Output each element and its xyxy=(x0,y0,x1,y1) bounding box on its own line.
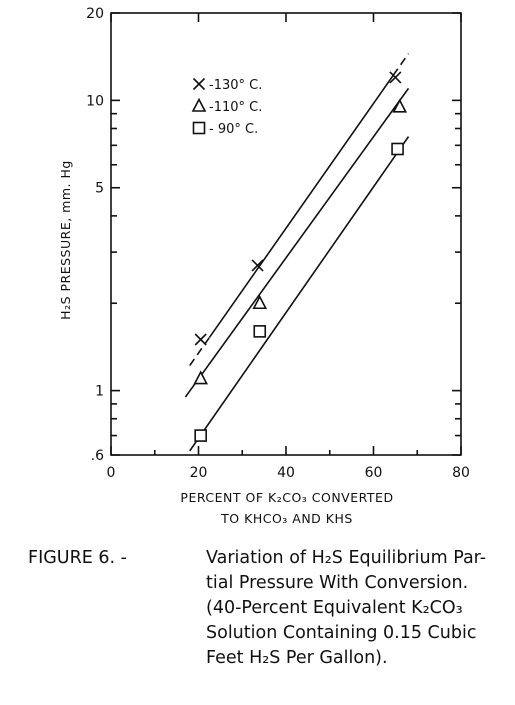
data-point-square xyxy=(391,142,404,156)
y-tick-label: 10 xyxy=(86,93,104,109)
x-marker-stroke xyxy=(194,333,207,346)
fit-line-dashed-start xyxy=(189,337,211,367)
data-point-triangle xyxy=(193,370,209,385)
x-tick-label: 60 xyxy=(365,465,383,481)
x-marker-stroke xyxy=(389,71,402,84)
figure-number: FIGURE 6. - xyxy=(28,548,127,568)
plot-border xyxy=(110,12,462,456)
chart: 0 20 40 60 80 .6 1 5 10 20 -130° C. -110° C. - 90° … xyxy=(58,6,470,526)
x-marker-stroke xyxy=(251,259,264,272)
x-tick-label: 0 xyxy=(107,465,116,481)
y-tick-label: 1 xyxy=(95,384,104,400)
fit-line-2 xyxy=(189,136,410,452)
legend-entry-label: -110° C. xyxy=(209,100,262,115)
legend: -130° C. -110° C. - 90° C. xyxy=(191,77,262,137)
fit-line-1 xyxy=(184,87,410,398)
x-tick-label: 80 xyxy=(452,465,470,481)
data-point-triangle xyxy=(392,98,408,113)
x-tick-label: 40 xyxy=(277,465,295,481)
legend-entry-label: - 90° C. xyxy=(209,122,258,137)
x-axis-label-line-1: PERCENT OF K₂CO₃ CONVERTED xyxy=(180,490,393,505)
data-point-x xyxy=(194,333,207,346)
legend-marker-square xyxy=(192,121,206,135)
y-axis-label: H₂S PRESSURE, mm. Hg xyxy=(58,160,73,320)
caption-line: (40-Percent Equivalent K₂CO₃ xyxy=(206,598,463,618)
legend-marker-x xyxy=(192,77,206,91)
caption-line: Variation of H₂S Equilibrium Par- xyxy=(206,548,487,568)
caption-line: Solution Containing 0.15 Cubic xyxy=(206,623,477,643)
data-point-x xyxy=(389,71,402,84)
caption-line: Feet H₂S Per Gallon). xyxy=(206,648,388,668)
x-tick-label: 20 xyxy=(190,465,208,481)
y-tick-label: 5 xyxy=(95,181,104,197)
plot-frame xyxy=(110,12,462,456)
data-point-square xyxy=(253,325,267,338)
figure-caption-text: Variation of H₂S Equilibrium Par- tial P… xyxy=(206,546,496,671)
data-point-x xyxy=(251,259,264,272)
x-marker-stroke xyxy=(192,77,206,91)
data-points xyxy=(193,71,408,442)
data-point-square xyxy=(194,429,207,442)
fit-line-0 xyxy=(208,74,394,338)
x-axis-label-line-2: TO KHCO₃ AND KHS xyxy=(220,511,353,526)
y-tick-label: 20 xyxy=(86,6,104,22)
fit-lines xyxy=(184,53,410,452)
legend-marker-triangle xyxy=(191,97,207,112)
y-tick-label: .6 xyxy=(91,448,104,464)
caption-line: tial Pressure With Conversion. xyxy=(206,573,469,593)
axis-ticks: 0 20 40 60 80 .6 1 5 10 20 xyxy=(86,6,470,481)
fit-line-dashed-end xyxy=(392,53,410,76)
data-point-triangle xyxy=(252,295,268,310)
legend-entry-label: -130° C. xyxy=(209,78,262,93)
